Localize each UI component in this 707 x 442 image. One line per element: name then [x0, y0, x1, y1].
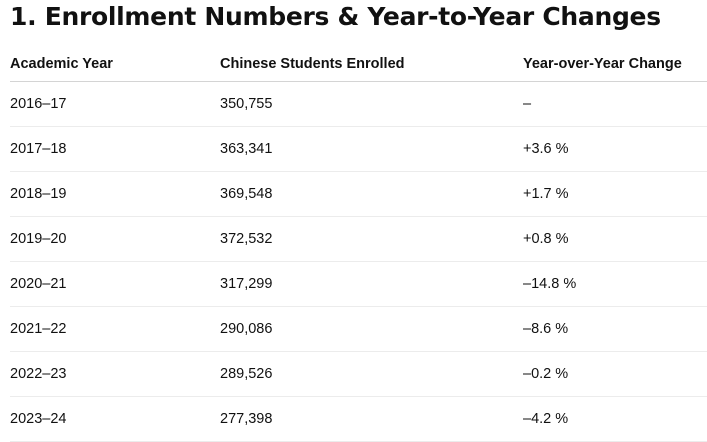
- header-year-over-year-change: Year-over-Year Change: [523, 47, 707, 82]
- cell-academic-year: 2019–20: [10, 216, 220, 262]
- cell-students-enrolled: 317,299: [220, 261, 523, 307]
- cell-students-enrolled: 290,086: [220, 306, 523, 352]
- table-row: 2023–24 277,398 –4.2 %: [10, 396, 707, 442]
- table-row: 2020–21 317,299 –14.8 %: [10, 261, 707, 307]
- cell-students-enrolled: 350,755: [220, 81, 523, 127]
- cell-academic-year: 2016–17: [10, 81, 220, 127]
- cell-academic-year: 2021–22: [10, 306, 220, 352]
- table-header-row: Academic Year Chinese Students Enrolled …: [10, 47, 707, 82]
- cell-yoy-change: +3.6 %: [523, 126, 707, 172]
- table-row: 2022–23 289,526 –0.2 %: [10, 351, 707, 397]
- cell-yoy-change: –0.2 %: [523, 351, 707, 397]
- cell-academic-year: 2017–18: [10, 126, 220, 172]
- section-title: 1. Enrollment Numbers & Year-to-Year Cha…: [10, 2, 661, 31]
- cell-academic-year: 2023–24: [10, 396, 220, 442]
- table-row: 2017–18 363,341 +3.6 %: [10, 126, 707, 172]
- header-chinese-students-enrolled: Chinese Students Enrolled: [220, 47, 523, 82]
- table-row: 2016–17 350,755 –: [10, 81, 707, 127]
- cell-students-enrolled: 369,548: [220, 171, 523, 217]
- cell-academic-year: 2018–19: [10, 171, 220, 217]
- table-row: 2021–22 290,086 –8.6 %: [10, 306, 707, 352]
- cell-yoy-change: –14.8 %: [523, 261, 707, 307]
- cell-academic-year: 2022–23: [10, 351, 220, 397]
- cell-students-enrolled: 372,532: [220, 216, 523, 262]
- cell-yoy-change: +1.7 %: [523, 171, 707, 217]
- cell-yoy-change: –: [523, 81, 707, 127]
- cell-yoy-change: –8.6 %: [523, 306, 707, 352]
- header-academic-year: Academic Year: [10, 47, 220, 82]
- table-row: 2018–19 369,548 +1.7 %: [10, 171, 707, 217]
- cell-students-enrolled: 289,526: [220, 351, 523, 397]
- cell-students-enrolled: 277,398: [220, 396, 523, 442]
- cell-academic-year: 2020–21: [10, 261, 220, 307]
- cell-yoy-change: –4.2 %: [523, 396, 707, 442]
- table-row: 2019–20 372,532 +0.8 %: [10, 216, 707, 262]
- cell-students-enrolled: 363,341: [220, 126, 523, 172]
- cell-yoy-change: +0.8 %: [523, 216, 707, 262]
- enrollment-table: Academic Year Chinese Students Enrolled …: [10, 47, 707, 442]
